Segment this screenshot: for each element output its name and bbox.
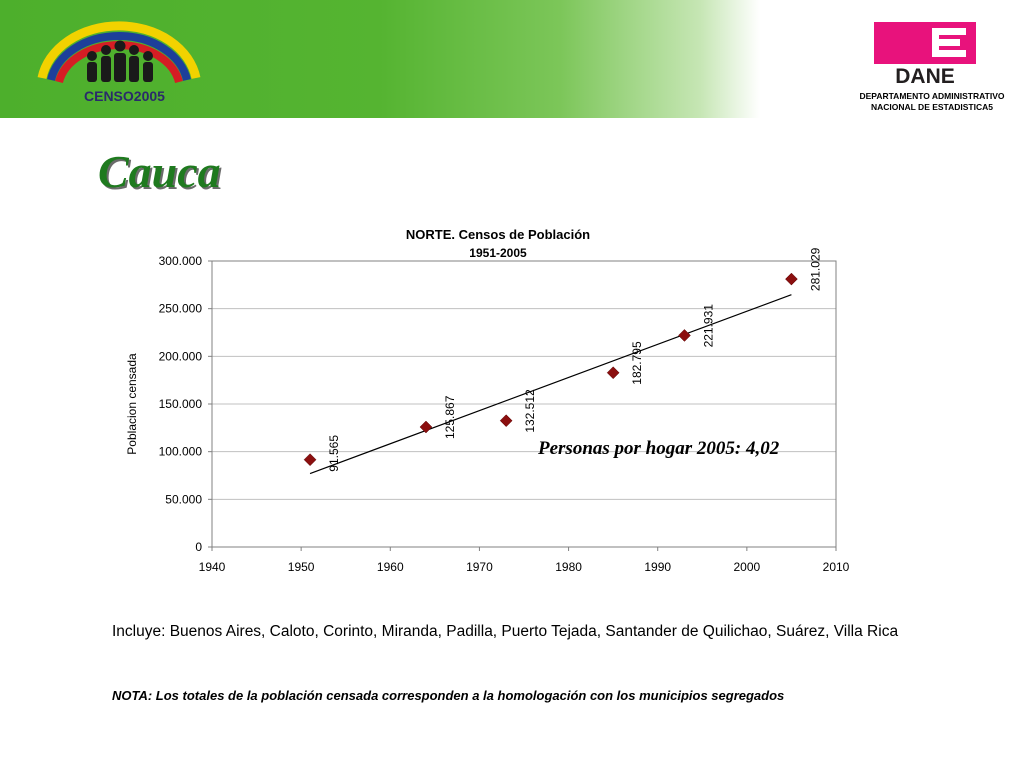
x-tick-label: 1950 (288, 560, 315, 574)
data-point (785, 272, 798, 286)
x-axis-ticks: 1940 1950 1960 1970 1980 1990 2000 2010 (199, 547, 850, 574)
note-text: NOTA: Los totales de la población censad… (112, 688, 785, 703)
censo-2005-logo (37, 21, 201, 84)
y-tick-label: 100.000 (159, 445, 203, 459)
chart-title: NORTE. Censos de Población (406, 227, 590, 242)
chart-annotation: Personas por hogar 2005: 4,02 (537, 438, 780, 459)
data-point (499, 414, 513, 428)
y-axis-ticks: 0 50.000 100.000 150.000 200.000 250.000 300.0… (159, 254, 212, 554)
dane-caption-line1: DEPARTAMENTO ADMINISTRATIVO (859, 91, 1005, 101)
x-tick-label: 1980 (555, 560, 582, 574)
y-tick-label: 200.000 (159, 349, 203, 363)
x-tick-label: 1990 (644, 560, 671, 574)
x-tick-label: 2000 (734, 560, 761, 574)
x-tick-label: 1960 (377, 560, 404, 574)
dane-logo-text: DANE (895, 65, 955, 86)
y-axis-label: Poblacion censada (125, 353, 139, 455)
data-label: 132.512 (523, 389, 537, 433)
y-tick-label: 250.000 (159, 302, 203, 316)
data-label: 221.931 (701, 304, 715, 348)
included-municipalities: Incluye: Buenos Aires, Caloto, Corinto, … (112, 623, 899, 640)
y-tick-label: 0 (195, 540, 202, 554)
y-tick-label: 300.000 (159, 254, 203, 268)
header-banner: CENSO2005 DANE DEPARTAMENTO ADMINISTRATI… (0, 0, 1024, 118)
data-points (303, 272, 798, 467)
data-label: 91.565 (327, 435, 341, 472)
dane-logo: DANE (874, 22, 976, 86)
data-label: 125.867 (443, 395, 457, 439)
data-point (606, 366, 620, 380)
grid-layer (212, 308, 836, 500)
trendline (309, 294, 792, 475)
trendline-layer (309, 294, 792, 475)
data-point (419, 420, 433, 434)
data-label: 182.795 (630, 341, 644, 385)
y-tick-label: 150.000 (159, 397, 203, 411)
data-point (678, 329, 691, 342)
censo-logo-text: CENSO2005 (84, 88, 165, 104)
data-labels: 91.565 125.867 132.512 182.795 221.931 281.02… (327, 247, 822, 471)
census-scatter-chart: NORTE. Censos de Población 1951-2005 0 50… (125, 227, 850, 574)
chart-subtitle: 1951-2005 (469, 246, 527, 260)
x-tick-label: 1970 (466, 560, 493, 574)
data-label: 281.029 (808, 247, 822, 291)
data-point (303, 453, 317, 467)
x-tick-label: 1940 (199, 560, 226, 574)
slide-title: Cauca (98, 146, 221, 197)
y-tick-label: 50.000 (165, 492, 202, 506)
x-tick-label: 2010 (823, 560, 850, 574)
dane-caption: DEPARTAMENTO ADMINISTRATIVO NACIONAL DE … (850, 91, 1014, 113)
dane-caption-line2: NACIONAL DE ESTADISTICA5 (870, 102, 993, 112)
